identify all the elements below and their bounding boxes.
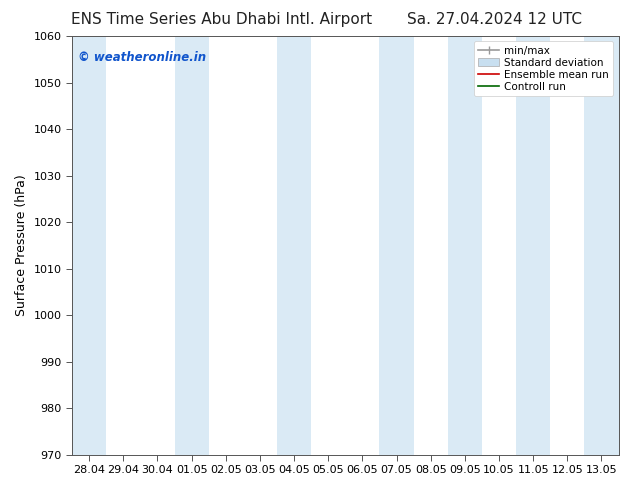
Bar	[448, 36, 482, 455]
Text: © weatheronline.in: © weatheronline.in	[77, 51, 205, 64]
Legend: min/max, Standard deviation, Ensemble mean run, Controll run: min/max, Standard deviation, Ensemble me…	[474, 41, 613, 96]
Text: ENS Time Series Abu Dhabi Intl. Airport: ENS Time Series Abu Dhabi Intl. Airport	[72, 12, 372, 27]
Bar	[516, 36, 550, 455]
Bar	[174, 36, 209, 455]
Y-axis label: Surface Pressure (hPa): Surface Pressure (hPa)	[15, 174, 28, 316]
Bar	[277, 36, 311, 455]
Bar	[380, 36, 413, 455]
Text: Sa. 27.04.2024 12 UTC: Sa. 27.04.2024 12 UTC	[407, 12, 582, 27]
Bar	[72, 36, 107, 455]
Bar	[585, 36, 619, 455]
